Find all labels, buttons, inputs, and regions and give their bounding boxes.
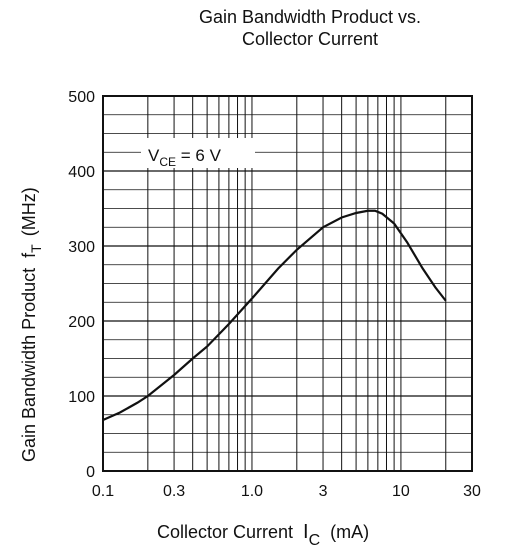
y-axis-label-text: Gain Bandwidth Product bbox=[19, 268, 39, 462]
y-axis-symbol-subscript: T bbox=[28, 244, 44, 253]
x-axis-symbol: I bbox=[303, 521, 309, 543]
annotation-subscript: CE bbox=[159, 155, 176, 169]
y-tick-labels: 0 100 200 300 400 500 bbox=[68, 89, 95, 481]
y-tick-label: 300 bbox=[68, 239, 95, 256]
x-axis-unit: (mA) bbox=[330, 522, 369, 542]
x-tick-labels: 0.1 0.3 1.0 3 10 30 bbox=[92, 483, 481, 500]
y-tick-label: 200 bbox=[68, 314, 95, 331]
y-tick-label: 400 bbox=[68, 164, 95, 181]
annotation-background bbox=[141, 138, 255, 168]
y-tick-label: 500 bbox=[68, 89, 95, 106]
y-tick-label: 0 bbox=[86, 464, 95, 481]
chart-title-line-2: Collector Current bbox=[241, 29, 379, 49]
x-tick-label: 3 bbox=[319, 483, 328, 500]
plot-frame bbox=[102, 95, 473, 472]
y-axis-label: Gain Bandwidth Product fT (MHz) bbox=[19, 187, 44, 462]
series-line bbox=[102, 209, 447, 422]
x-tick-label: 30 bbox=[463, 483, 481, 500]
grid bbox=[103, 96, 472, 471]
y-tick-label: 100 bbox=[68, 389, 95, 406]
x-tick-label: 0.3 bbox=[163, 483, 185, 500]
annotation-value: = 6 V bbox=[176, 146, 222, 165]
y-axis-unit: (MHz) bbox=[19, 187, 39, 236]
x-axis-symbol-subscript: C bbox=[309, 532, 321, 549]
y-axis-symbol: f bbox=[19, 252, 39, 258]
annotation-symbol: V bbox=[148, 146, 160, 165]
annotation: VCE = 6 V bbox=[148, 146, 222, 169]
x-axis-label: Collector Current IC (mA) bbox=[157, 521, 369, 549]
x-tick-label: 10 bbox=[392, 483, 410, 500]
x-tick-label: 1.0 bbox=[241, 483, 263, 500]
x-axis-label-text: Collector Current bbox=[157, 522, 293, 542]
x-tick-label: 0.1 bbox=[92, 483, 114, 500]
chart-title-line-1: Gain Bandwidth Product vs. bbox=[198, 7, 422, 27]
